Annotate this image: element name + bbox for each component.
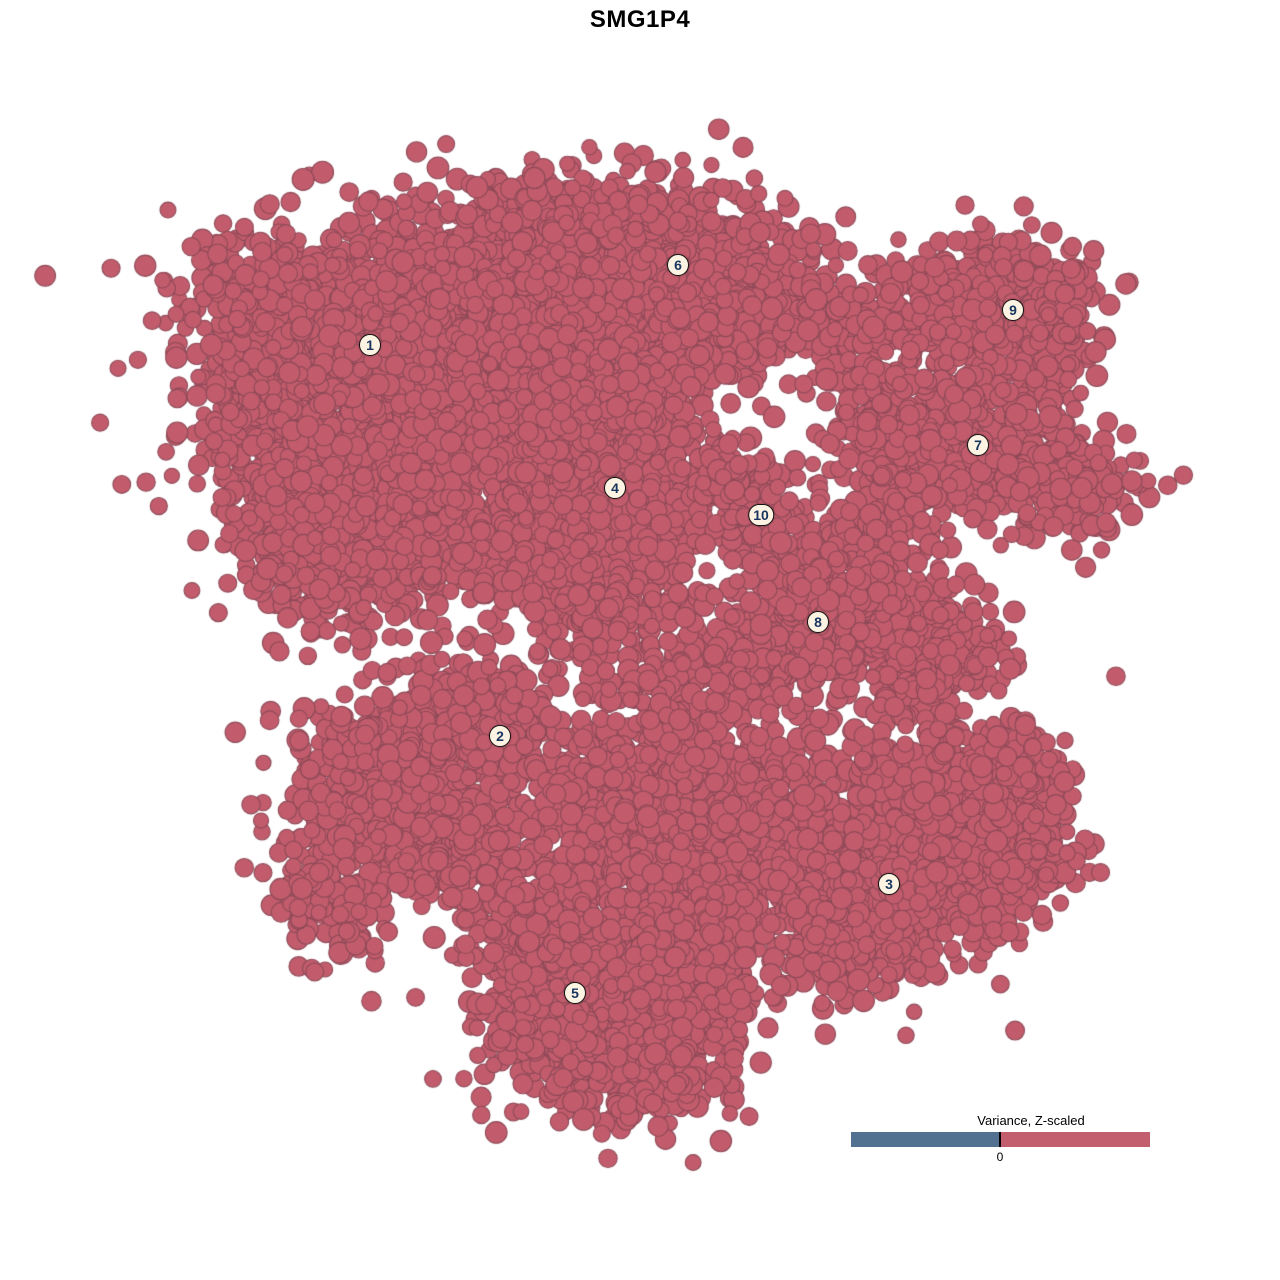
cluster-label-4: 4 [604,477,626,499]
colorbar-positive-segment [1000,1132,1150,1147]
cluster-label-10: 10 [748,504,774,526]
cluster-label-2: 2 [489,725,511,747]
colorbar [851,1132,1150,1147]
cluster-label-6: 6 [667,254,689,276]
cluster-label-1: 1 [359,334,381,356]
colorbar-zero-label: 0 [996,1150,1004,1164]
cluster-label-9: 9 [1002,299,1024,321]
colorbar-negative-segment [851,1132,1000,1147]
cluster-label-7: 7 [967,434,989,456]
cluster-label-8: 8 [807,611,829,633]
colorbar-legend: Variance, Z-scaled 0 [851,1113,1150,1173]
colorbar-zero-tick [999,1132,1001,1147]
cluster-label-5: 5 [564,982,586,1004]
legend-title: Variance, Z-scaled [977,1113,1085,1128]
cluster-label-3: 3 [878,873,900,895]
